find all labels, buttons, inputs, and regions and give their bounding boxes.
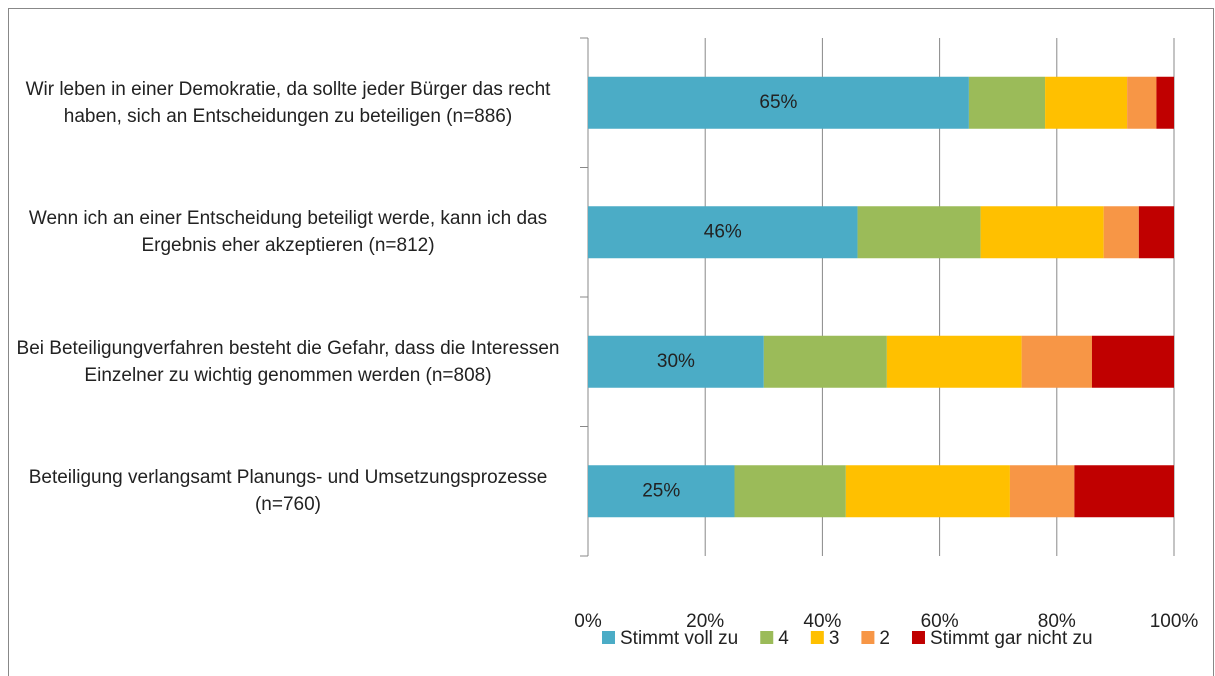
bar-segment (886, 335, 1022, 388)
chart-border (8, 8, 1214, 676)
bar-segment (1009, 465, 1075, 518)
legend-label: 2 (879, 628, 890, 649)
category-label-box: Wenn ich an einer Entscheidung beteiligt… (28, 208, 548, 257)
bar-segment (1138, 206, 1174, 259)
bar-segment (1074, 465, 1174, 518)
legend-label: 3 (829, 628, 840, 649)
x-tick-label: 100% (1150, 611, 1199, 632)
legend-swatch (810, 631, 824, 644)
category-label-box: Beteiligung verlangsamt Planungs- und Um… (28, 467, 548, 516)
legend-swatch (760, 631, 774, 644)
legend-swatch (602, 631, 615, 644)
bar-segment (1045, 76, 1128, 129)
bar-segment (734, 465, 846, 518)
x-tick-label: 0% (574, 611, 602, 632)
bar-segment (588, 206, 858, 259)
bar-segment (1021, 335, 1092, 388)
bar-segment (1127, 76, 1157, 129)
category-label-box: Wir leben in einer Demokratie, da sollte… (25, 78, 551, 127)
category-label-box: Bei Beteiligungverfahren besteht die Gef… (16, 337, 560, 386)
data-label: 65% (759, 92, 797, 113)
legend-label: Stimmt gar nicht zu (930, 628, 1093, 649)
legend-label: Stimmt voll zu (620, 628, 738, 649)
x-tick-label: 40% (803, 611, 841, 632)
x-tick-label: 60% (921, 611, 959, 632)
y-tick-label: Wir leben in einer Demokratie, da sollte… (25, 78, 551, 127)
bar-segment (588, 335, 764, 388)
bar-segment (968, 76, 1046, 129)
data-label: 25% (642, 480, 680, 501)
bar-segment (1156, 76, 1174, 129)
bar-segment (588, 76, 969, 129)
x-tick-label: 80% (1038, 611, 1076, 632)
y-tick-label: Wenn ich an einer Entscheidung beteiligt… (28, 208, 548, 257)
y-tick-label: Beteiligung verlangsamt Planungs- und Um… (28, 467, 548, 516)
y-tick-label: Bei Beteiligungverfahren besteht die Gef… (16, 337, 560, 386)
legend-label: 4 (778, 628, 789, 649)
data-label: 46% (704, 221, 742, 242)
bar-segment (1091, 335, 1174, 388)
bar-segment (845, 465, 1010, 518)
bar-segment (588, 465, 735, 518)
bar-segment (763, 335, 887, 388)
data-label: 30% (657, 351, 695, 372)
bar-segment (980, 206, 1104, 259)
bar-segment (1103, 206, 1139, 259)
legend-swatch (911, 631, 925, 644)
bar-segment (857, 206, 981, 259)
legend-swatch (861, 631, 875, 644)
x-tick-label: 20% (686, 611, 724, 632)
